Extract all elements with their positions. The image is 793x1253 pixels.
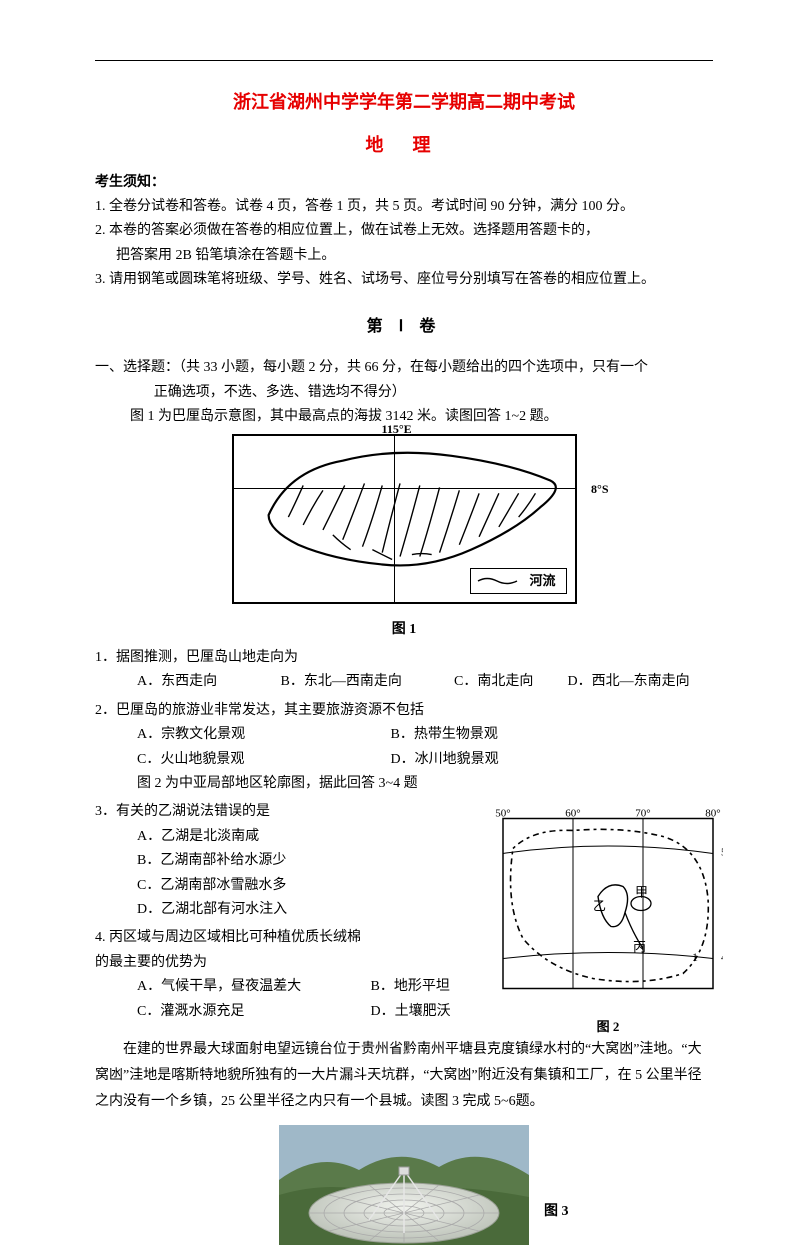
svg-text:50°: 50°: [721, 847, 723, 859]
questions-3-4-with-fig2: 50° 60° 70° 80° 50° 40° 乙 甲 丙 图 2 3．有关的乙…: [95, 801, 713, 1023]
q1-opt-d: D．西北—东南走向: [568, 671, 690, 693]
examinee-notice: 考生须知： 1. 全卷分试卷和答卷。试卷 4 页，答卷 1 页，共 5 页。考试…: [95, 172, 713, 292]
fig2-caption: 图 2: [493, 1017, 723, 1038]
figure-3: 图 3: [95, 1125, 713, 1253]
passage-5-6: 在建的世界最大球面射电望远镜台位于贵州省黔南州平塘县克度镇绿水村的“大窝凼”洼地…: [95, 1037, 713, 1115]
q2-stem: 2．巴厘岛的旅游业非常发达，其主要旅游资源不包括: [95, 700, 713, 722]
figure-1: 115°E 8°S: [95, 434, 713, 641]
q2-opt-d: D．冰川地貌景观: [391, 749, 499, 771]
section-1-header: 第 Ⅰ 卷: [95, 314, 713, 340]
page-number: 1: [692, 948, 698, 967]
svg-text:80°: 80°: [705, 808, 720, 820]
question-2: 2．巴厘岛的旅游业非常发达，其主要旅游资源不包括 A．宗教文化景观 B．热带生物…: [95, 700, 713, 796]
fig3-caption: 图 3: [544, 1201, 569, 1223]
mcq-intro-line: 一、选择题：（共 33 小题，每小题 2 分，共 66 分，在每小题给出的四个选…: [95, 357, 713, 379]
notice-heading: 考生须知：: [95, 172, 713, 194]
notice-line: 3. 请用钢笔或圆珠笔将班级、学号、姓名、试场号、座位号分别填写在答卷的相应位置…: [95, 269, 713, 291]
q4-opt-c: C．灌溉水源充足: [137, 1001, 367, 1023]
fig1-caption: 图 1: [95, 619, 713, 641]
q4-opt-a: A．气候干旱，昼夜温差大: [137, 976, 367, 998]
q2-opt-a: A．宗教文化景观: [137, 724, 387, 746]
svg-text:70°: 70°: [635, 808, 650, 820]
q2-opt-c: C．火山地貌景观: [137, 749, 387, 771]
exam-title: 浙江省湖州中学学年第二学期高二期中考试: [95, 88, 713, 117]
river-icon: [477, 575, 519, 587]
q1-stem: 1．据图推测，巴厘岛山地走向为: [95, 647, 713, 669]
q2-opt-b: B．热带生物景观: [391, 724, 498, 746]
fig1-latitude-label: 8°S: [591, 480, 608, 499]
figure-2: 50° 60° 70° 80° 50° 40° 乙 甲 丙 图 2: [493, 801, 723, 1006]
svg-text:50°: 50°: [495, 808, 510, 820]
top-rule: [95, 60, 713, 61]
svg-text:40°: 40°: [721, 952, 723, 964]
question-1: 1．据图推测，巴厘岛山地走向为 A．东西走向 B．东北—西南走向 C．南北走向 …: [95, 647, 713, 694]
mcq-intro: 一、选择题：（共 33 小题，每小题 2 分，共 66 分，在每小题给出的四个选…: [95, 357, 713, 428]
q1-opt-a: A．东西走向: [137, 671, 277, 693]
mcq-intro-line: 正确选项，不选、多选、错选均不得分）: [95, 382, 713, 404]
q1-opt-b: B．东北—西南走向: [281, 671, 451, 693]
exam-subject: 地 理: [95, 131, 713, 160]
notice-line: 2. 本卷的答案必须做在答卷的相应位置上，做在试卷上无效。选择题用答题卡的，: [95, 220, 713, 242]
q1-opt-c: C．南北走向: [454, 671, 564, 693]
svg-text:甲: 甲: [635, 885, 648, 900]
figure-1-box: 115°E 8°S: [232, 434, 577, 604]
notice-line: 把答案用 2B 铅笔填涂在答题卡上。: [95, 245, 713, 267]
q4-opt-d: D．土壤肥沃: [371, 1001, 451, 1023]
q4-opt-b: B．地形平坦: [371, 976, 450, 998]
svg-text:丙: 丙: [633, 940, 646, 955]
svg-text:60°: 60°: [565, 808, 580, 820]
fig2-intro: 图 2 为中亚局部地区轮廓图，据此回答 3~4 题: [95, 773, 713, 795]
fig1-legend-label: 河流: [529, 571, 555, 592]
fig1-legend: 河流: [470, 568, 566, 595]
notice-line: 1. 全卷分试卷和答卷。试卷 4 页，答卷 1 页，共 5 页。考试时间 90 …: [95, 196, 713, 218]
svg-text:乙: 乙: [593, 899, 606, 914]
